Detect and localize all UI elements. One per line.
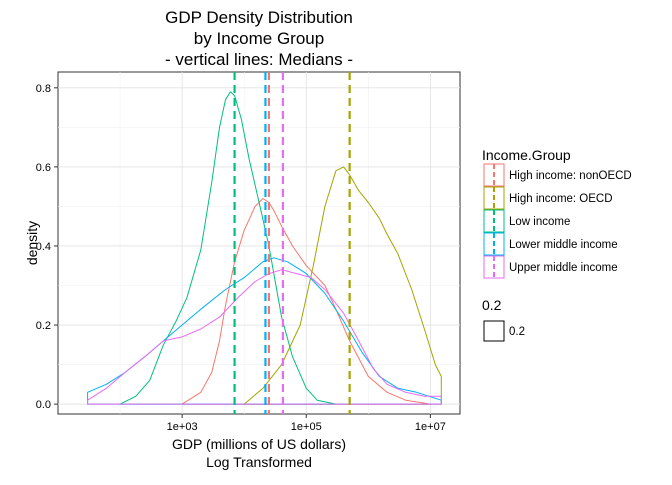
series-layer	[87, 91, 442, 405]
density-curve	[181, 198, 431, 405]
size-legend-key	[483, 320, 505, 342]
plot-panel	[57, 71, 461, 415]
y-tick-label: 0.8	[36, 83, 51, 95]
x-tick-label: 1e+03	[167, 421, 198, 433]
y-tick-label: 0.0	[36, 399, 51, 411]
y-axis-title: density	[24, 221, 40, 265]
legend-label: Lower middle income	[509, 239, 618, 251]
x-tick-label: 1e+07	[415, 421, 446, 433]
y-tick-label: 0.2	[36, 320, 51, 332]
size-legend-title: 0.2	[482, 297, 502, 313]
y-tick-label: 0.6	[36, 162, 51, 174]
legend-label: High income: OECD	[509, 193, 613, 205]
axis-layer: 0.0 0.2 0.4 0.6 0.8 1e+03 1e+05 1e+07	[36, 83, 446, 433]
legend-title: Income.Group	[482, 147, 571, 163]
x-axis-title-line-1: GDP (millions of US dollars)	[172, 436, 346, 452]
x-axis-title-line-2: Log Transformed	[206, 454, 312, 470]
legend-label: Low income	[509, 216, 570, 228]
y-tick-label: 0.4	[36, 241, 51, 253]
legend-label: Upper middle income	[509, 262, 618, 274]
legend-items: High income: nonOECD High income: OECD Low…	[483, 163, 632, 279]
x-tick-label: 1e+05	[291, 421, 322, 433]
density-curve	[119, 91, 337, 405]
chart-title-line-1: GDP Density Distribution	[165, 8, 353, 27]
density-curve	[87, 269, 442, 405]
chart-title-line-3: - vertical lines: Medians -	[165, 50, 353, 69]
size-legend-label: 0.2	[509, 326, 525, 338]
density-curve	[243, 166, 442, 405]
legend-label: High income: nonOECD	[509, 170, 632, 182]
median-layer	[233, 72, 351, 414]
chart-title-line-2: by Income Group	[194, 29, 324, 48]
